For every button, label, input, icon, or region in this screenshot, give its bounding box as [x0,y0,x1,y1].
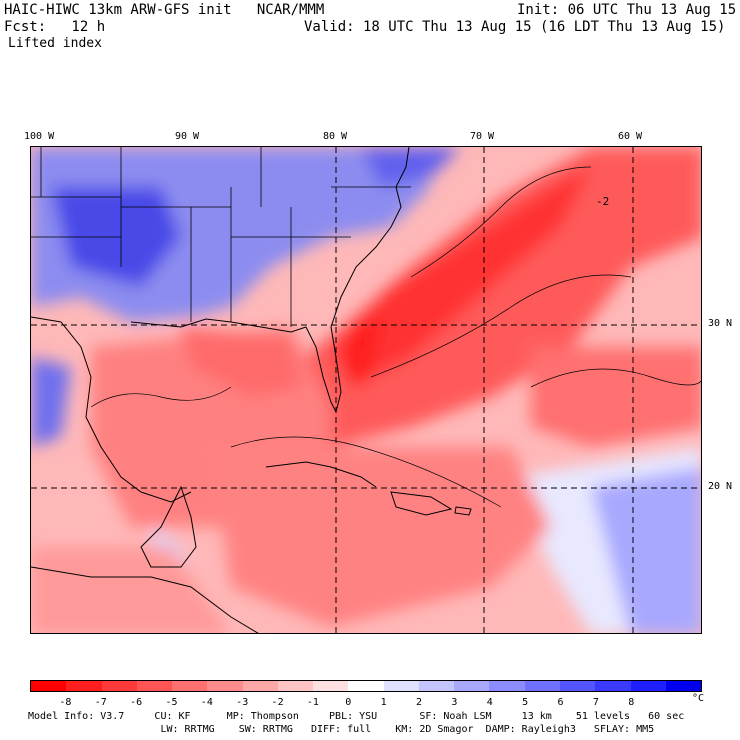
cuba-coast [265,461,377,488]
colorbar-cell [242,681,278,691]
mexico-gulf-coast [31,316,192,503]
colorbar-tick-label: 3 [451,697,458,708]
colorbar-cell [383,681,419,691]
colorbar-tick-label: 5 [522,697,529,708]
forecast-hour: Fcst: 12 h [4,19,106,35]
colorbar-cell [207,681,243,691]
colorbar-cell [313,681,349,691]
colorbar-cell [489,681,525,691]
colorbar-tick-label: 4 [486,697,493,708]
lon-label-70w: 70 W [470,131,495,142]
colorbar-cell [348,681,384,691]
colorbar-cell [665,681,702,691]
colorbar-tick-label: -6 [130,697,143,708]
colorbar-tick-label: -7 [94,697,107,708]
colorbar-tick-label: 7 [592,697,599,708]
model-title: HAIC-HIWC 13km ARW-GFS init NCAR/MMM [4,2,325,18]
field-shading [31,147,701,633]
colorbar-cell [66,681,102,691]
init-time: Init: 06 UTC Thu 13 Aug 15 [517,2,737,18]
colorbar-tick-label: -1 [306,697,319,708]
hispaniola [390,491,453,516]
colorbar-tick-label: 6 [557,697,564,708]
lon-label-60w: 60 W [618,131,643,142]
colorbar-cell [136,681,173,691]
colorbar-cell [454,681,490,691]
colorbar-cell [31,681,67,691]
colorbar-tick-label: 1 [380,697,387,708]
contours [90,166,701,508]
colorbar-tick-label: -8 [59,697,72,708]
map-canvas: -2 [31,147,701,633]
valid-time: Valid: 18 UTC Thu 13 Aug 15 (16 LDT Thu … [304,19,726,35]
lifted-index-map: -2 [30,146,702,634]
lat-label-30n: 30 N [708,318,733,329]
model-info-line-1: Model Info: V3.7 CU: KF MP: Thompson PBL… [28,711,685,722]
graticule [31,147,701,633]
lat-label-20n: 20 N [708,481,733,492]
puerto-rico [454,506,472,516]
colorbar-cell [595,681,631,691]
lon-label-90w: 90 W [175,131,200,142]
central-america-coast [31,566,259,633]
lifted-index-colorbar [30,680,702,692]
colorbar-cell [172,681,208,691]
colorbar-tick-label: -4 [200,697,213,708]
colorbar-tick-label: 0 [345,697,352,708]
yucatan-peninsula [140,485,197,568]
contour-label: -2 [596,195,609,208]
model-info-line-2: LW: RRTMG SW: RRTMG DIFF: full KM: 2D Sm… [28,724,655,735]
colorbar-tick-label: -5 [165,697,178,708]
field-name: Lifted index [8,36,102,51]
colorbar-cell [524,681,560,691]
colorbar-tick-label: -2 [271,697,284,708]
colorbar-tick-label: 2 [416,697,423,708]
colorbar-unit: °C [692,693,705,704]
colorbar-cell [277,681,314,691]
colorbar-cell [559,681,596,691]
lon-label-80w: 80 W [323,131,348,142]
colorbar-cell [630,681,666,691]
state-borders [31,147,411,327]
us-east-coast [305,147,410,414]
colorbar-tick-label: 8 [628,697,635,708]
colorbar-cell [101,681,137,691]
lon-label-100w: 100 W [24,131,55,142]
colorbar-tick-label: -3 [236,697,249,708]
colorbar-cell [418,681,455,691]
